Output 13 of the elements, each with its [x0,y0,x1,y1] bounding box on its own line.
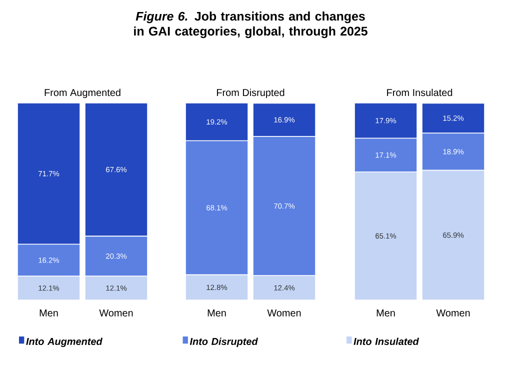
x-tick-label: Women [436,310,470,316]
x-tick-label: Men [208,310,226,316]
x-tick-label: Men [376,310,395,316]
legend-label: Into Disrupted [190,338,258,347]
x-tick-label: Women [99,310,133,316]
chart-subtitle: From Insulated [387,88,452,96]
legend-label: Into Augmented [26,338,103,347]
x-tick-label: Men [40,310,58,316]
x-tick-label: Women [267,310,301,316]
chart-title: Figure 6. Job transitions and changes in GAI categories, global, through 2025 [134,12,368,38]
chart-subtitle: From Augmented [44,88,120,98]
legend-label: Into Insulated [354,338,420,346]
chart-subtitle: From Disrupted [216,88,284,98]
